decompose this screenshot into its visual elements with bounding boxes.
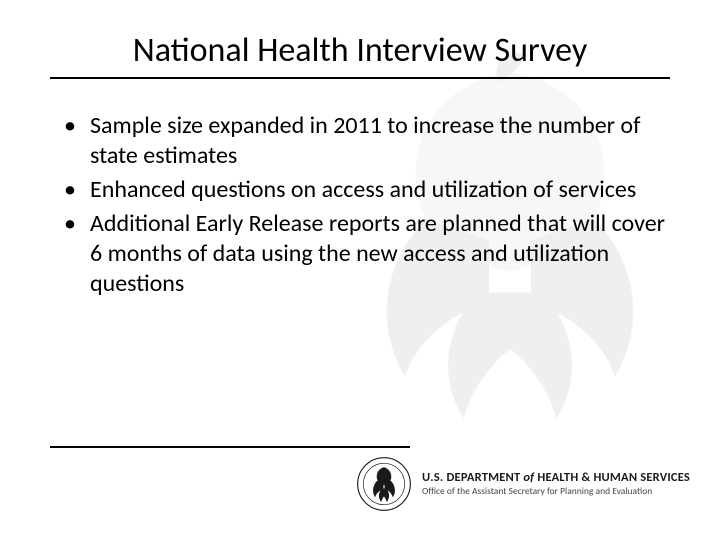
agency-text: U.S. DEPARTMENT of HEALTH & HUMAN SERVIC… bbox=[422, 470, 690, 497]
agency-block: U.S. DEPARTMENT of HEALTH & HUMAN SERVIC… bbox=[50, 456, 690, 512]
slide-container: National Health Interview Survey Sample … bbox=[0, 0, 720, 540]
office-name: Office of the Assistant Secretary for Pl… bbox=[422, 486, 690, 497]
footer-rule bbox=[50, 446, 410, 448]
footer: U.S. DEPARTMENT of HEALTH & HUMAN SERVIC… bbox=[50, 446, 690, 512]
title-underline bbox=[50, 77, 670, 79]
hhs-seal-icon bbox=[356, 456, 412, 512]
slide-title: National Health Interview Survey bbox=[50, 30, 670, 77]
dept-suffix: HEALTH & HUMAN SERVICES bbox=[537, 470, 690, 485]
dept-prefix: U.S. DEPARTMENT bbox=[422, 470, 520, 485]
list-item: Additional Early Release reports are pla… bbox=[64, 209, 670, 299]
list-item: Sample size expanded in 2011 to increase… bbox=[64, 111, 670, 171]
dept-name: U.S. DEPARTMENT of HEALTH & HUMAN SERVIC… bbox=[422, 470, 690, 485]
bullet-list: Sample size expanded in 2011 to increase… bbox=[50, 111, 670, 299]
list-item: Enhanced questions on access and utiliza… bbox=[64, 175, 670, 205]
dept-of: of bbox=[520, 470, 537, 485]
